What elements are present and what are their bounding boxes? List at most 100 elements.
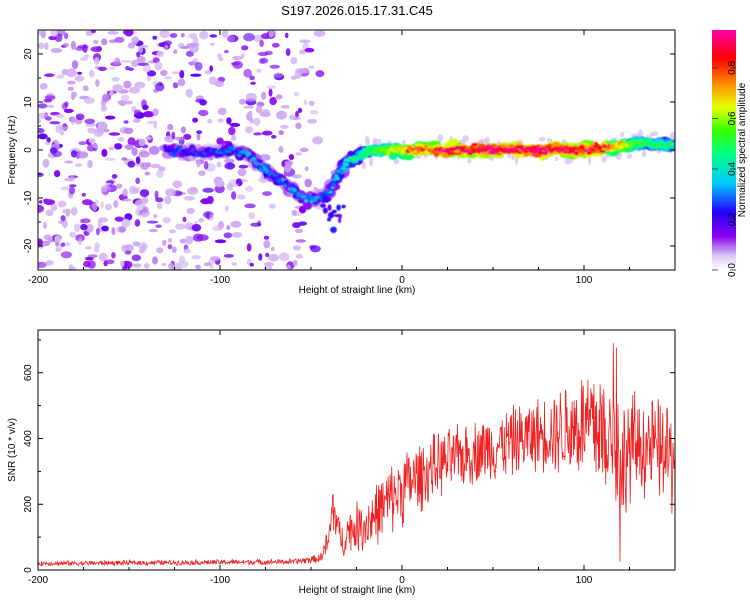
noise-blob — [146, 120, 157, 125]
signal-blob — [466, 148, 470, 152]
noise-blob — [49, 121, 61, 125]
signal-blob — [570, 149, 575, 154]
noise-blob — [77, 44, 89, 49]
noise-blob — [263, 264, 273, 270]
noise-blob — [312, 136, 323, 145]
noise-blob — [100, 185, 109, 193]
noise-blob — [210, 256, 220, 262]
noise-blob — [238, 98, 246, 105]
noise-blob — [134, 81, 146, 89]
x-tick-label: -200 — [28, 575, 48, 586]
noise-blob — [651, 131, 659, 136]
noise-blob — [45, 104, 55, 108]
noise-blob — [177, 260, 189, 269]
signal-blob — [331, 178, 338, 182]
noise-blob — [180, 33, 185, 38]
noise-blob — [174, 223, 186, 230]
noise-blob — [132, 41, 138, 45]
noise-blob — [68, 186, 76, 195]
noise-blob — [152, 35, 158, 40]
noise-blob — [111, 252, 116, 259]
noise-blob — [56, 113, 65, 118]
noise-blob — [83, 97, 95, 104]
noise-blob — [123, 127, 134, 134]
noise-blob — [60, 130, 65, 136]
noise-blob — [38, 204, 45, 213]
noise-blob — [167, 262, 175, 270]
noise-blob — [101, 148, 108, 157]
noise-blob — [243, 33, 255, 42]
noise-blob — [167, 238, 173, 243]
noise-blob — [100, 201, 104, 208]
noise-blob — [96, 125, 105, 134]
noise-blob — [194, 62, 203, 71]
noise-blob — [231, 191, 237, 200]
noise-blob — [192, 36, 199, 45]
noise-blob — [80, 223, 88, 231]
noise-blob — [393, 158, 400, 165]
noise-blob — [203, 262, 212, 267]
signal-blob — [163, 145, 168, 150]
noise-blob — [114, 216, 125, 222]
noise-blob — [292, 174, 302, 179]
spectrogram-y-axis-label: Frequency (Hz) — [7, 116, 18, 185]
noise-blob — [244, 203, 256, 209]
x-tick-label: 0 — [399, 275, 405, 286]
noise-blob — [246, 243, 252, 252]
noise-blob — [120, 60, 132, 63]
y-tick-label: 400 — [23, 430, 34, 447]
noise-blob — [127, 160, 136, 168]
noise-blob — [157, 202, 163, 210]
noise-blob — [190, 73, 202, 77]
noise-blob — [192, 117, 199, 123]
noise-blob — [155, 224, 162, 228]
noise-blob — [241, 45, 249, 51]
noise-blob — [195, 98, 206, 103]
signal-blob — [327, 212, 335, 219]
noise-blob — [111, 77, 120, 82]
noise-blob — [308, 65, 315, 69]
noise-blob — [39, 83, 48, 90]
noise-blob — [235, 179, 242, 185]
noise-blob — [148, 228, 158, 233]
noise-blob — [259, 39, 264, 48]
noise-blob — [288, 114, 296, 119]
noise-blob — [65, 68, 77, 78]
noise-blob — [88, 69, 95, 78]
signal-blob — [358, 155, 362, 159]
noise-blob — [286, 264, 291, 270]
noise-blob — [231, 134, 237, 141]
colorbar-tick-label: 0.0 — [727, 263, 738, 277]
noise-blob — [209, 65, 213, 72]
noise-blob — [38, 238, 43, 247]
noise-blob — [127, 137, 136, 146]
noise-blob — [202, 187, 214, 193]
noise-blob — [171, 131, 176, 140]
noise-blob — [261, 91, 267, 101]
noise-blob — [128, 67, 135, 71]
noise-blob — [56, 243, 63, 251]
noise-blob — [155, 197, 164, 203]
noise-blob — [262, 191, 272, 197]
noise-blob — [132, 263, 142, 268]
noise-blob — [117, 100, 127, 106]
noise-blob — [146, 220, 159, 224]
noise-blob — [95, 199, 99, 205]
noise-blob — [224, 158, 235, 164]
noise-blob — [179, 238, 187, 244]
noise-blob — [138, 151, 150, 158]
noise-blob — [198, 170, 206, 176]
noise-blob — [74, 163, 83, 167]
noise-blob — [140, 243, 148, 251]
signal-blob — [287, 182, 291, 187]
noise-blob — [261, 130, 273, 136]
noise-blob — [260, 33, 271, 40]
signal-blob — [563, 149, 568, 155]
noise-blob — [217, 220, 225, 230]
signal-blob — [606, 148, 611, 152]
noise-blob — [70, 40, 77, 50]
noise-blob — [62, 42, 70, 48]
noise-blob — [138, 138, 146, 147]
signal-blob — [336, 204, 341, 211]
